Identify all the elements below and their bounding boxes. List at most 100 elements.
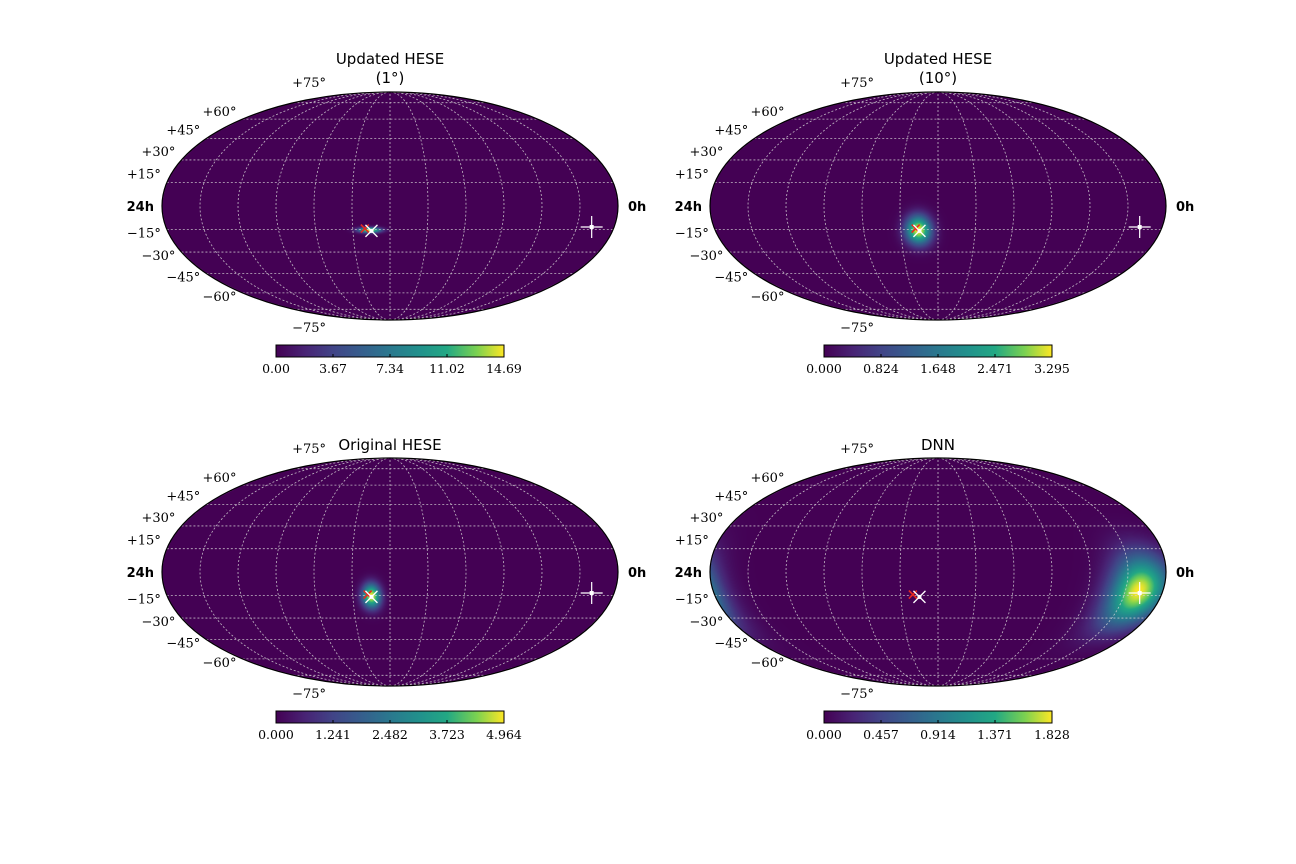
- latitude-label: +15°: [675, 534, 709, 549]
- meridian-line: [823, 457, 939, 687]
- meridian-line: [785, 91, 939, 321]
- latitude-label: +30°: [689, 145, 723, 160]
- meridian-line: [237, 457, 391, 687]
- colorbar-tick-label: 14.69: [486, 361, 522, 376]
- meridian-line: [937, 91, 1053, 321]
- white-cross-marker: [580, 582, 603, 605]
- ra-label-left: 24h: [675, 200, 702, 215]
- ra-label-left: 24h: [675, 566, 702, 581]
- latitude-label: −15°: [675, 592, 709, 607]
- meridian-line: [747, 91, 939, 321]
- meridian-line: [937, 457, 1053, 687]
- latitude-label: +30°: [141, 511, 175, 526]
- colorbar-tick-label: 0.000: [258, 727, 294, 742]
- colorbar-tick-label: 0.914: [920, 727, 956, 742]
- latitude-label: −30°: [689, 615, 723, 630]
- latitude-label: −75°: [840, 687, 874, 702]
- colorbar: 0.00 3.67 7.34 11.02 14.69: [262, 344, 522, 376]
- white-x-marker: [364, 224, 378, 238]
- white-x-marker: [912, 224, 926, 238]
- latitude-label: +45°: [166, 490, 200, 505]
- meridian-line: [785, 457, 939, 687]
- latitude-label: +30°: [689, 511, 723, 526]
- ra-label-right: 0h: [1176, 566, 1194, 581]
- latitude-label: −15°: [127, 226, 161, 241]
- skymap-panel: +75° +60°+45° +30° +15° −15° −30° −45°−60° −75°…: [675, 50, 1195, 376]
- colorbar: 0.000 1.241 2.482 3.723 4.964: [258, 710, 522, 742]
- panel-title: DNN: [921, 436, 955, 454]
- colorbar-tick-label: 0.000: [806, 727, 842, 742]
- latitude-label: −60°: [203, 656, 237, 671]
- red-x-marker: [360, 224, 370, 234]
- skymap-panel: +75° +60°+45° +30° +15° −15° −30° −45°−60° −75°…: [675, 436, 1195, 742]
- latitude-label: −75°: [292, 321, 326, 336]
- latitude-label: +15°: [675, 168, 709, 183]
- meridian-line: [275, 457, 391, 687]
- meridian-line: [389, 457, 505, 687]
- ra-label-left: 24h: [127, 566, 154, 581]
- colorbar-tick-label: 0.457: [863, 727, 899, 742]
- white-x-marker: [364, 590, 378, 604]
- meridian-line: [937, 457, 1129, 687]
- latitude-label: −15°: [675, 226, 709, 241]
- latitude-label: −45°: [166, 636, 200, 651]
- latitude-label: +60°: [751, 105, 785, 120]
- latitude-label: −30°: [689, 249, 723, 264]
- skymap-panel: +75° +60°+45° +30° +15° −15° −30° −45°−60° −75°…: [127, 436, 647, 742]
- colorbar: 0.000 0.457 0.914 1.371 1.828: [806, 710, 1070, 742]
- ra-label-left: 24h: [127, 200, 154, 215]
- colorbar-tick-label: 0.824: [863, 361, 899, 376]
- latitude-label: +15°: [127, 534, 161, 549]
- panel-subtitle: (10°): [919, 69, 957, 87]
- latitude-label: +30°: [141, 145, 175, 160]
- graticule: [166, 457, 614, 687]
- ra-label-right: 0h: [1176, 200, 1194, 215]
- meridian-line: [237, 91, 391, 321]
- latitude-label: +45°: [714, 490, 748, 505]
- meridian-line: [747, 457, 939, 687]
- graticule: [714, 457, 1162, 687]
- meridian-line: [389, 457, 543, 687]
- colorbar-tick-label: 2.482: [372, 727, 408, 742]
- meridian-line: [937, 457, 1091, 687]
- latitude-label: +75°: [840, 76, 874, 91]
- colorbar-tick-label: 1.648: [920, 361, 956, 376]
- white-cross-marker: [1128, 582, 1151, 605]
- meridian-line: [389, 91, 505, 321]
- red-x-marker: [908, 590, 918, 600]
- white-cross-marker: [580, 216, 603, 239]
- colorbar-tick-label: 3.723: [429, 727, 465, 742]
- latitude-label: +45°: [166, 124, 200, 139]
- latitude-label: +15°: [127, 168, 161, 183]
- latitude-label: +60°: [203, 105, 237, 120]
- latitude-label: +60°: [751, 471, 785, 486]
- sky-border: [161, 457, 619, 687]
- panel-subtitle: (1°): [376, 69, 405, 87]
- colorbar-tick-label: 1.241: [315, 727, 351, 742]
- sky-border: [709, 457, 1167, 687]
- latitude-label: +60°: [203, 471, 237, 486]
- latitude-label: −60°: [751, 656, 785, 671]
- sky-border: [161, 91, 619, 321]
- panel-title: Updated HESE: [336, 50, 444, 68]
- latitude-label: −45°: [714, 636, 748, 651]
- latitude-label: +75°: [840, 442, 874, 457]
- colorbar-tick-label: 3.295: [1034, 361, 1070, 376]
- latitude-label: −75°: [840, 321, 874, 336]
- colorbar-tick-label: 11.02: [429, 361, 465, 376]
- meridian-line: [389, 91, 543, 321]
- sky-border: [709, 91, 1167, 321]
- skymap-panel: +75° +60°+45° +30° +15° −15° −30° −45°−60° −75°…: [127, 50, 647, 376]
- colorbar-tick-label: 1.371: [977, 727, 1013, 742]
- panel-title: Original HESE: [338, 436, 441, 454]
- meridian-line: [937, 91, 1091, 321]
- white-x-marker: [912, 590, 926, 604]
- ra-label-right: 0h: [628, 200, 646, 215]
- latitude-label: −60°: [751, 290, 785, 305]
- colorbar: 0.000 0.824 1.648 2.471 3.295: [806, 344, 1070, 376]
- colorbar-tick-label: 2.471: [977, 361, 1013, 376]
- graticule: [714, 91, 1162, 321]
- latitude-label: +75°: [292, 442, 326, 457]
- latitude-label: −30°: [141, 249, 175, 264]
